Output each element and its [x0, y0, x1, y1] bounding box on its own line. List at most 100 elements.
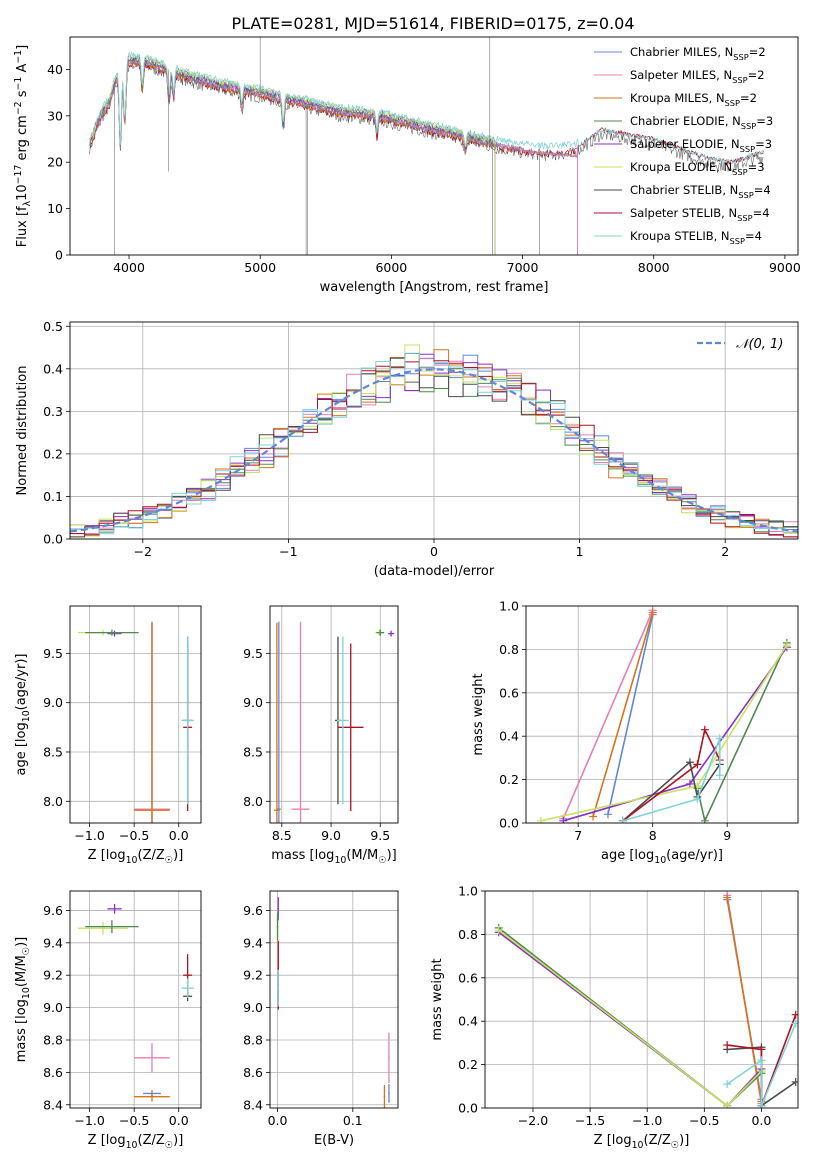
x-tick-label: 0.0 [169, 1113, 189, 1128]
weight-age-marker-kroupa_miles [648, 608, 657, 617]
y-tick-label: 9.0 [243, 695, 263, 710]
weight-age-line-chabrier_elodie [696, 642, 788, 823]
weight-age-marker-chabrier_elodie [700, 816, 709, 823]
y-tick-label: 8.6 [43, 1065, 63, 1080]
histogram-step-salpeter_miles [70, 357, 798, 534]
y-tick-label: 0.5 [43, 319, 63, 334]
y-tick-label: 9.2 [243, 968, 263, 983]
weight-z-marker-salpeter_stelib [791, 1010, 798, 1019]
histogram-step-kroupa_stelib [70, 352, 798, 535]
y-tick-label: 0.0 [499, 816, 519, 831]
y-axis-label: Normed distribution [15, 366, 30, 496]
spectrum-line-kroupa_elodie [89, 53, 496, 255]
x-tick-label: 6000 [375, 260, 407, 275]
y-tick-label: 9.5 [43, 646, 63, 661]
weight-age-line-salpeter_stelib [622, 727, 721, 822]
axes-mass_vs_Z: −1.0 −0.5 0.0 8.4 8.6 8.8 9.0 9.2 9.4 9.6 Z [log10… [14, 890, 202, 1151]
x-axis-label: age [log10(age/yr)] [601, 848, 723, 866]
x-tick-label: −1.0 [74, 1113, 104, 1128]
x-axis-label: E(B-V) [314, 1133, 354, 1148]
weight-z-marker-kroupa_stelib [757, 1056, 766, 1065]
weight-z-marker-kroupa_elodie [494, 926, 503, 935]
weight-age-marker-salpeter_elodie [559, 816, 568, 823]
x-tick-label: 4000 [113, 260, 145, 275]
y-tick-label: 1.0 [458, 884, 478, 899]
x-tick-label: 0 [430, 544, 438, 559]
weight-age-marker-chabrier_stelib [685, 758, 694, 767]
x-tick-label: 8.5 [272, 828, 292, 843]
weight-age-marker-salpeter_stelib [700, 725, 709, 734]
y-tick-label: 9.0 [243, 1000, 263, 1015]
spectrum-line-salpeter_miles [89, 57, 578, 255]
x-axis-label: wavelength [Angstrom, rest frame] [320, 280, 549, 295]
axes-massweight_vs_age: 7 8 9 0.0 0.2 0.4 0.6 0.8 1.0 age [log10(age/yr)]… [471, 599, 799, 866]
y-tick-label: 9.5 [243, 646, 263, 661]
x-tick-label: 0.0 [751, 1113, 771, 1128]
y-tick-label: 0.1 [43, 489, 63, 504]
y-tick-label: 8.5 [43, 744, 63, 759]
x-tick-label: −0.5 [119, 828, 149, 843]
x-tick-label: −2.0 [518, 1113, 548, 1128]
spectrum-line-chabrier_elodie [89, 56, 496, 255]
x-tick-label: 9.0 [321, 828, 341, 843]
y-tick-label: 0.0 [43, 532, 63, 547]
legend-label-chabrier_elodie: Chabrier ELODIE, NSSP=3 [630, 114, 773, 131]
plot-area [536, 606, 791, 823]
y-tick-label: 40 [47, 62, 63, 77]
plot-area [78, 621, 194, 823]
x-tick-label: 0.1 [343, 1113, 363, 1128]
weight-z-marker-kroupa_stelib [757, 1101, 766, 1108]
y-tick-label: 0.2 [458, 1057, 478, 1072]
weight-z-line-kroupa_miles [726, 897, 763, 1102]
y-tick-label: 8.0 [43, 794, 63, 809]
weight-z-line-chabrier_elodie [498, 927, 762, 1107]
axes-frame [484, 890, 799, 1109]
weight-age-line-chabrier_stelib [622, 760, 721, 822]
spectrum-line-kroupa_miles [89, 59, 578, 255]
x-tick-label: 5000 [244, 260, 276, 275]
y-tick-label: 0.4 [499, 729, 519, 744]
weight-age-line-salpeter_elodie [563, 646, 788, 822]
x-tick-label: 9000 [769, 260, 801, 275]
gaussian-legend-label: 𝒩(0, 1) [736, 337, 783, 352]
y-tick-label: 9.6 [243, 903, 263, 918]
x-tick-label: 2 [721, 544, 729, 559]
x-tick-label: −0.5 [689, 1113, 719, 1128]
axes-frame [525, 605, 799, 824]
x-tick-label: 7 [574, 828, 582, 843]
legend-label-kroupa_elodie: Kroupa ELODIE, NSSP=3 [630, 160, 765, 177]
weight-z-marker-kroupa_stelib [723, 1080, 732, 1089]
axes-frame [269, 890, 399, 1109]
y-tick-label: 0.6 [499, 685, 519, 700]
weight-z-marker-kroupa_stelib [791, 1019, 798, 1028]
spectrum-legend: Chabrier MILES, NSSP=2 Salpeter MILES, NS… [594, 45, 773, 246]
axes-age_vs_Z: −1.0 −0.5 0.0 8.0 8.5 9.0 9.5 Z [log10(Z/Z☉)] ag… [14, 605, 202, 866]
legend-label-salpeter_stelib: Salpeter STELIB, NSSP=4 [630, 206, 770, 223]
legend-label-salpeter_miles: Salpeter MILES, NSSP=2 [630, 68, 765, 85]
histogram-step-chabrier_elodie [70, 366, 798, 536]
histogram-step-chabrier_stelib [70, 353, 798, 538]
plot-area [273, 621, 395, 823]
weight-z-marker-kroupa_miles [723, 893, 732, 902]
y-tick-label: 0.4 [458, 1014, 478, 1029]
y-tick-label: 0.0 [458, 1101, 478, 1116]
x-tick-label: 9.5 [370, 828, 390, 843]
weight-z-marker-kroupa_elodie [723, 1101, 732, 1108]
y-tick-label: 20 [47, 155, 63, 170]
plot-area [276, 897, 390, 1108]
x-axis-label: Z [log10(Z/Z☉)] [594, 1133, 690, 1151]
legend-label-chabrier_miles: Chabrier MILES, NSSP=2 [630, 45, 766, 62]
weight-age-marker-kroupa_stelib [715, 771, 724, 780]
y-axis-label: mass weight [430, 958, 445, 1040]
x-axis-label: mass [log10(M/M☉)] [271, 848, 397, 866]
y-tick-label: 0.6 [458, 970, 478, 985]
weight-age-marker-kroupa_miles [589, 812, 598, 821]
figure-title: PLATE=0281, MJD=51614, FIBERID=0175, z=0… [231, 14, 634, 33]
x-tick-label: −1.0 [74, 828, 104, 843]
x-tick-label: 0.0 [268, 1113, 288, 1128]
x-tick-label: −0.5 [119, 1113, 149, 1128]
weight-age-line-salpeter_miles [562, 609, 654, 820]
y-tick-label: 8.0 [243, 794, 263, 809]
y-tick-label: 9.0 [43, 1000, 63, 1015]
